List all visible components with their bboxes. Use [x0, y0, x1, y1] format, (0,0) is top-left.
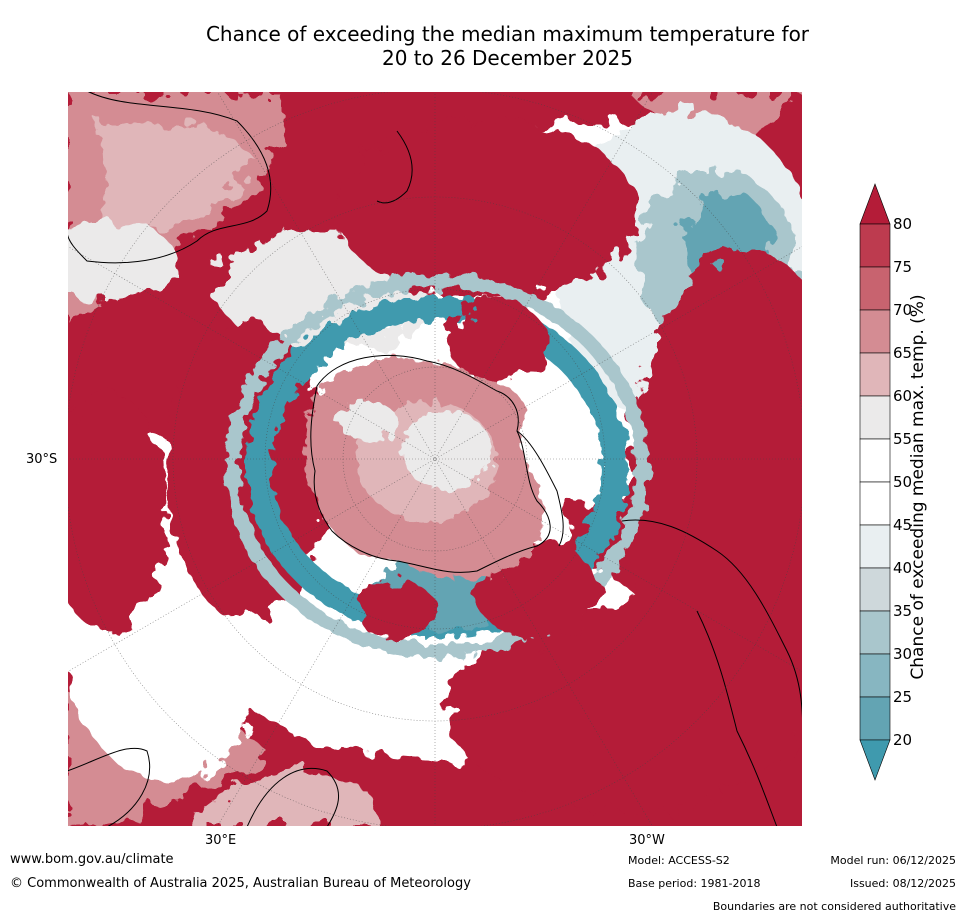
- footer-model: Model: ACCESS-S2: [628, 854, 730, 867]
- colorbar-tick-label: 30: [893, 645, 913, 663]
- colorbar-extend-high: [859, 183, 891, 225]
- colorbar-tick-label: 25: [893, 688, 913, 706]
- colorbar-segment: [859, 438, 891, 483]
- footer-website: www.bom.gov.au/climate: [10, 852, 174, 867]
- colorbar-tick-label: 80: [893, 215, 913, 233]
- coastlines: [67, 91, 803, 827]
- map-canvas: [67, 91, 803, 827]
- colorbar-tick-label: 55: [893, 430, 913, 448]
- antarctica-field: [305, 357, 544, 580]
- colorbar-tick-label: 45: [893, 516, 913, 534]
- colorbar-segment: [859, 610, 891, 655]
- footer-disclaimer: Boundaries are not considered authoritat…: [712, 900, 956, 913]
- colorbar-segment: [859, 395, 891, 440]
- lon-label-30e: 30°E: [205, 833, 237, 848]
- title-line-2: 20 to 26 December 2025: [381, 46, 633, 70]
- colorbar-segment: [859, 524, 891, 569]
- colorbar-segment: [859, 352, 891, 397]
- lon-label-30w: 30°W: [629, 833, 665, 848]
- graticule: [67, 91, 803, 827]
- title-line-1: Chance of exceeding the median maximum t…: [205, 22, 810, 46]
- colorbar-tick-label: 50: [893, 473, 913, 491]
- colorbar-tick-label: 20: [893, 731, 913, 749]
- colorbar-segment: [859, 696, 891, 741]
- colorbar-extend-low: [859, 739, 891, 781]
- colorbar-tick-label: 65: [893, 344, 913, 362]
- colorbar-tick-label: 40: [893, 559, 913, 577]
- colorbar-tick-label: 75: [893, 258, 913, 276]
- lat-label-30s: 30°S: [26, 452, 58, 467]
- footer-issued: Issued: 08/12/2025: [849, 877, 956, 890]
- colorbar-tick-label: 70: [893, 301, 913, 319]
- colorbar-tick-label: 60: [893, 387, 913, 405]
- colorbar-segment: [859, 223, 891, 268]
- colorbar-segment: [859, 567, 891, 612]
- footer-copyright: © Commonwealth of Australia 2025, Austra…: [10, 876, 471, 891]
- colorbar-graphic: [859, 183, 891, 781]
- colorbar-segment: [859, 481, 891, 526]
- footer-base-period: Base period: 1981-2018: [628, 877, 761, 890]
- colorbar-tick-label: 35: [893, 602, 913, 620]
- colorbar-segment: [859, 653, 891, 698]
- colorbar-segment: [859, 309, 891, 354]
- colorbar: [855, 182, 965, 782]
- probability-map: [67, 91, 803, 827]
- chart-title: Chance of exceeding the median maximum t…: [150, 22, 865, 70]
- colorbar-segment: [859, 266, 891, 311]
- footer-model-run: Model run: 06/12/2025: [830, 854, 956, 867]
